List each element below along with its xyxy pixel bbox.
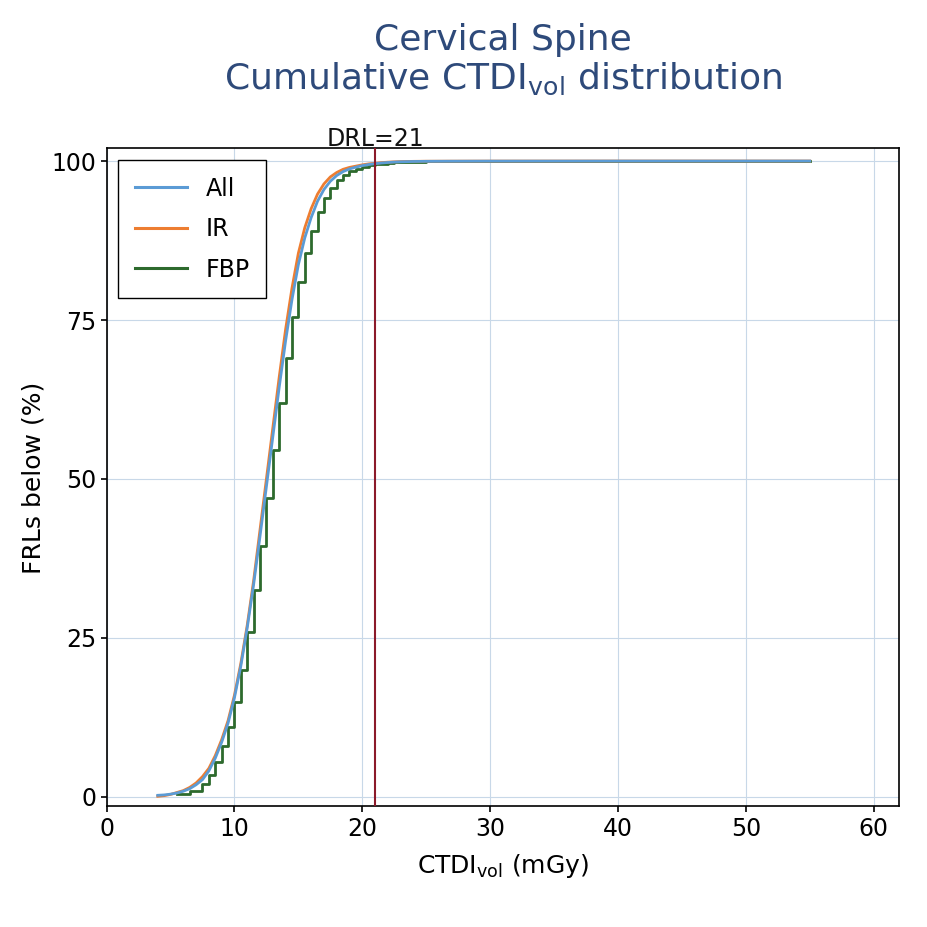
X-axis label: CTDI$_{\mathregular{vol}}$ (mGy): CTDI$_{\mathregular{vol}}$ (mGy) xyxy=(417,852,589,880)
Text: Cumulative CTDI$_{\mathregular{vol}}$ distribution: Cumulative CTDI$_{\mathregular{vol}}$ di… xyxy=(223,60,782,96)
Text: Cervical Spine: Cervical Spine xyxy=(374,23,632,57)
Y-axis label: FRLs below (%): FRLs below (%) xyxy=(21,381,45,574)
Text: DRL=21: DRL=21 xyxy=(326,128,424,151)
Legend: All, IR, FBP: All, IR, FBP xyxy=(119,160,266,298)
